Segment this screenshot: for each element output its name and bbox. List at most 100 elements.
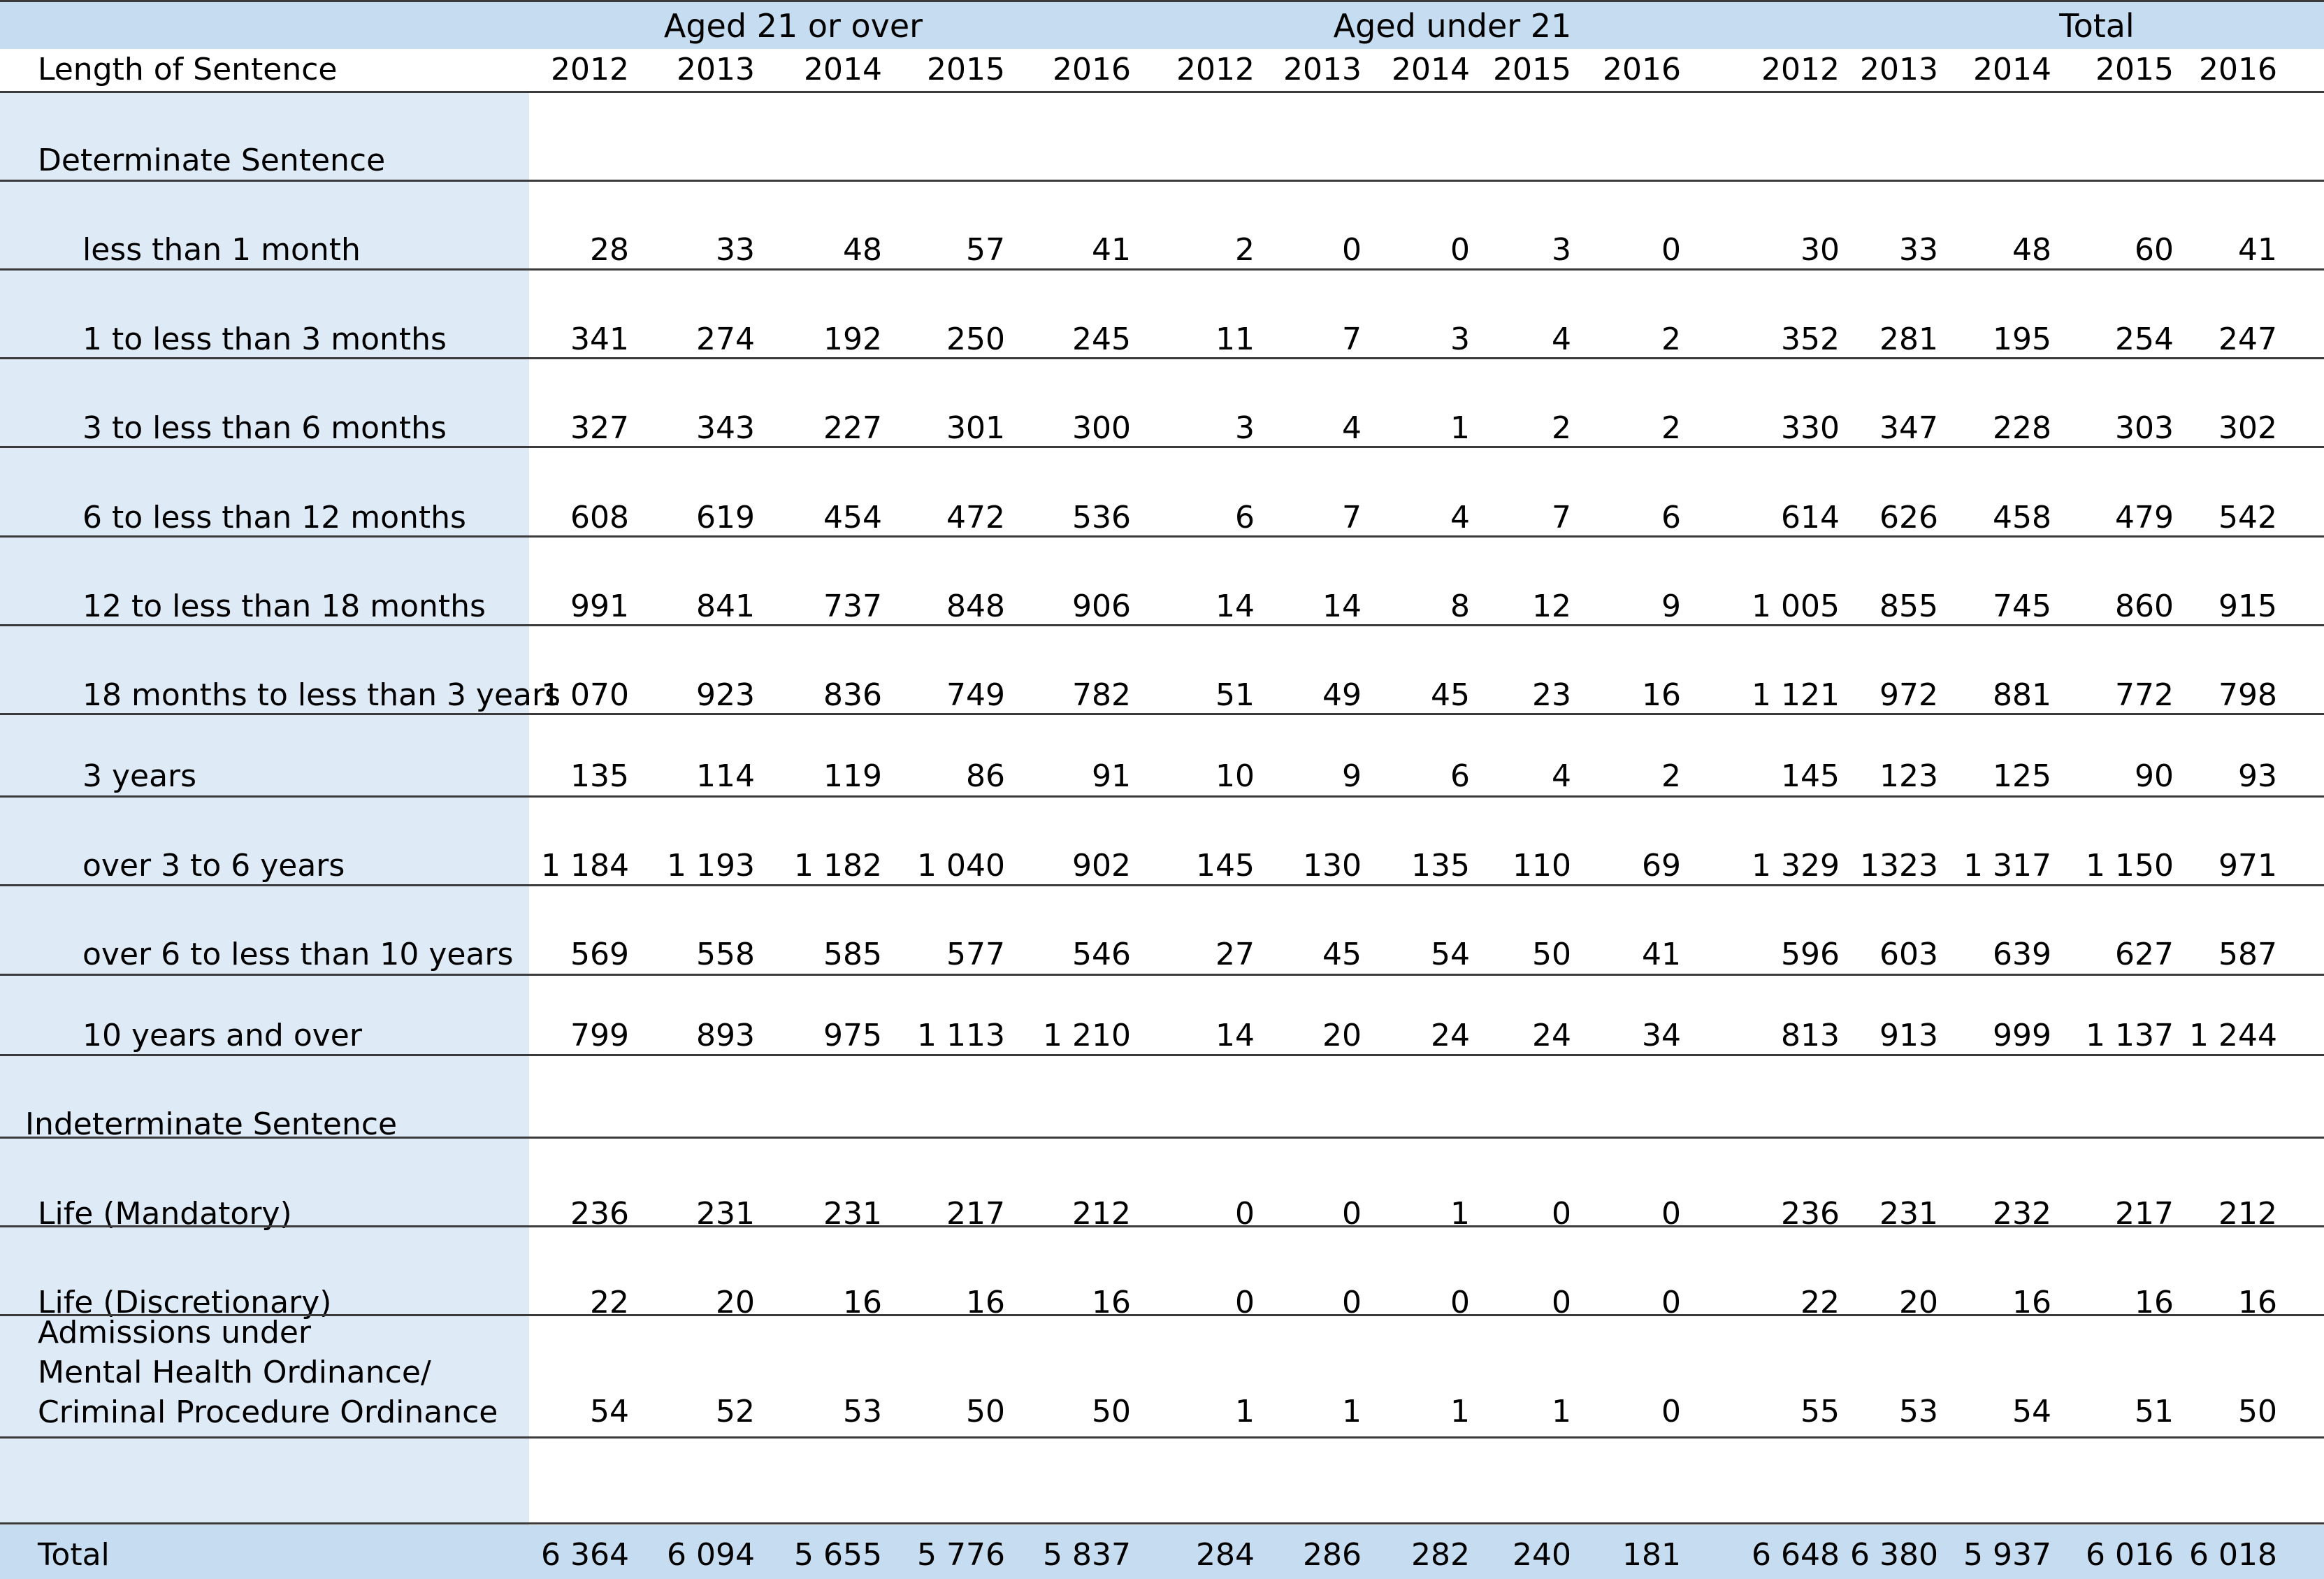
- table-cell: 34: [1642, 1018, 1681, 1053]
- table-cell: 0: [1450, 1285, 1470, 1320]
- total-row-band: [0, 1525, 2324, 1579]
- table-cell: 0: [1450, 232, 1470, 268]
- table-cell: 3: [1552, 232, 1571, 268]
- row-label-line: Mental Health Ordinance/: [38, 1355, 431, 1390]
- table-cell: 8: [1450, 589, 1470, 624]
- total-cell: 240: [1513, 1537, 1571, 1573]
- table-cell: 536: [1072, 500, 1131, 535]
- table-cell: 236: [570, 1196, 629, 1232]
- table-cell: 913: [1879, 1018, 1938, 1053]
- table-cell: 975: [823, 1018, 882, 1053]
- table-cell: 608: [570, 500, 629, 535]
- table-cell: 3: [1235, 410, 1255, 446]
- year-header-aged-under-21-2012: 2012: [1176, 52, 1255, 87]
- year-header-total-2016: 2016: [2199, 52, 2277, 87]
- row-divider: [0, 795, 2324, 798]
- table-cell: 130: [1303, 848, 1362, 884]
- table-cell: 1 317: [1963, 848, 2051, 884]
- row-label: 6 to less than 12 months: [82, 500, 466, 535]
- table-cell: 1323: [1860, 848, 1938, 884]
- table-cell: 546: [1072, 937, 1131, 972]
- row-label-line: Criminal Procedure Ordinance: [38, 1394, 498, 1430]
- table-cell: 274: [696, 322, 755, 357]
- row-divider: [0, 535, 2324, 538]
- table-cell: 999: [1993, 1018, 2051, 1053]
- table-cell: 971: [2218, 848, 2277, 884]
- total-cell: 5 776: [917, 1537, 1005, 1573]
- table-cell: 22: [590, 1285, 629, 1320]
- row-divider: [0, 1054, 2324, 1056]
- table-cell: 972: [1879, 677, 1938, 713]
- row-label: Life (Mandatory): [38, 1196, 292, 1232]
- table-cell: 86: [966, 758, 1005, 794]
- table-cell: 192: [823, 322, 882, 357]
- row-label: Life (Discretionary): [38, 1285, 332, 1320]
- table-cell: 54: [590, 1394, 629, 1429]
- table-cell: 627: [2115, 937, 2174, 972]
- row-label-line: Admissions under: [38, 1315, 311, 1350]
- table-cell: 27: [1215, 937, 1255, 972]
- total-cell: 6 364: [541, 1537, 629, 1573]
- table-cell: 860: [2115, 589, 2174, 624]
- table-cell: 4: [1552, 758, 1571, 794]
- table-cell: 6: [1235, 500, 1255, 535]
- group-header-total: Total: [2059, 7, 2135, 45]
- row-label: over 6 to less than 10 years: [82, 937, 514, 972]
- table-cell: 7: [1342, 322, 1362, 357]
- total-cell: 6 016: [2086, 1537, 2174, 1573]
- table-cell: 542: [2218, 500, 2277, 535]
- table-cell: 619: [696, 500, 755, 535]
- section-header: Determinate Sentence: [38, 143, 386, 178]
- table-cell: 0: [1235, 1196, 1255, 1232]
- table-cell: 254: [2115, 322, 2174, 357]
- table-cell: 48: [843, 232, 882, 268]
- table-cell: 55: [1800, 1394, 1840, 1429]
- table-cell: 479: [2115, 500, 2174, 535]
- table-cell: 813: [1781, 1018, 1840, 1053]
- table-cell: 228: [1993, 410, 2051, 446]
- table-cell: 135: [570, 758, 629, 794]
- year-header-aged-21-or-over-2015: 2015: [927, 52, 1005, 87]
- table-cell: 1: [1450, 1394, 1470, 1429]
- table-cell: 217: [946, 1196, 1005, 1232]
- table-cell: 22: [1800, 1285, 1840, 1320]
- table-cell: 327: [570, 410, 629, 446]
- total-cell: 5 937: [1963, 1537, 2051, 1573]
- year-header-aged-under-21-2015: 2015: [1493, 52, 1571, 87]
- group-header-aged-21-or-over: Aged 21 or over: [663, 7, 923, 45]
- year-header-aged-21-or-over-2016: 2016: [1053, 52, 1131, 87]
- table-cell: 0: [1661, 232, 1681, 268]
- table-cell: 569: [570, 937, 629, 972]
- table-cell: 302: [2218, 410, 2277, 446]
- table-cell: 3: [1450, 322, 1470, 357]
- table-cell: 54: [2012, 1394, 2051, 1429]
- table-cell: 1 193: [667, 848, 755, 884]
- table-cell: 119: [823, 758, 882, 794]
- table-cell: 893: [696, 1018, 755, 1053]
- row-label: 10 years and over: [82, 1018, 362, 1053]
- table-cell: 231: [696, 1196, 755, 1232]
- table-cell: 41: [1642, 937, 1681, 972]
- table-cell: 12: [1532, 589, 1571, 624]
- table-cell: 458: [1993, 500, 2051, 535]
- table-cell: 217: [2115, 1196, 2174, 1232]
- table-cell: 90: [2135, 758, 2174, 794]
- table-cell: 135: [1411, 848, 1470, 884]
- row-divider: [0, 1436, 2324, 1439]
- table-cell: 1 121: [1752, 677, 1840, 713]
- table-cell: 7: [1342, 500, 1362, 535]
- row-divider: [0, 180, 2324, 182]
- row-divider: [0, 357, 2324, 359]
- table-cell: 16: [1642, 677, 1681, 713]
- year-header-aged-21-or-over-2012: 2012: [551, 52, 629, 87]
- table-cell: 20: [1899, 1285, 1938, 1320]
- table-cell: 48: [2012, 232, 2051, 268]
- top-border: [0, 0, 2324, 2]
- table-cell: 0: [1661, 1394, 1681, 1429]
- table-cell: 9: [1342, 758, 1362, 794]
- row-divider: [0, 1225, 2324, 1227]
- group-header-aged-under-21: Aged under 21: [1333, 7, 1572, 45]
- table-cell: 923: [696, 677, 755, 713]
- table-cell: 49: [1322, 677, 1362, 713]
- table-cell: 2: [1552, 410, 1571, 446]
